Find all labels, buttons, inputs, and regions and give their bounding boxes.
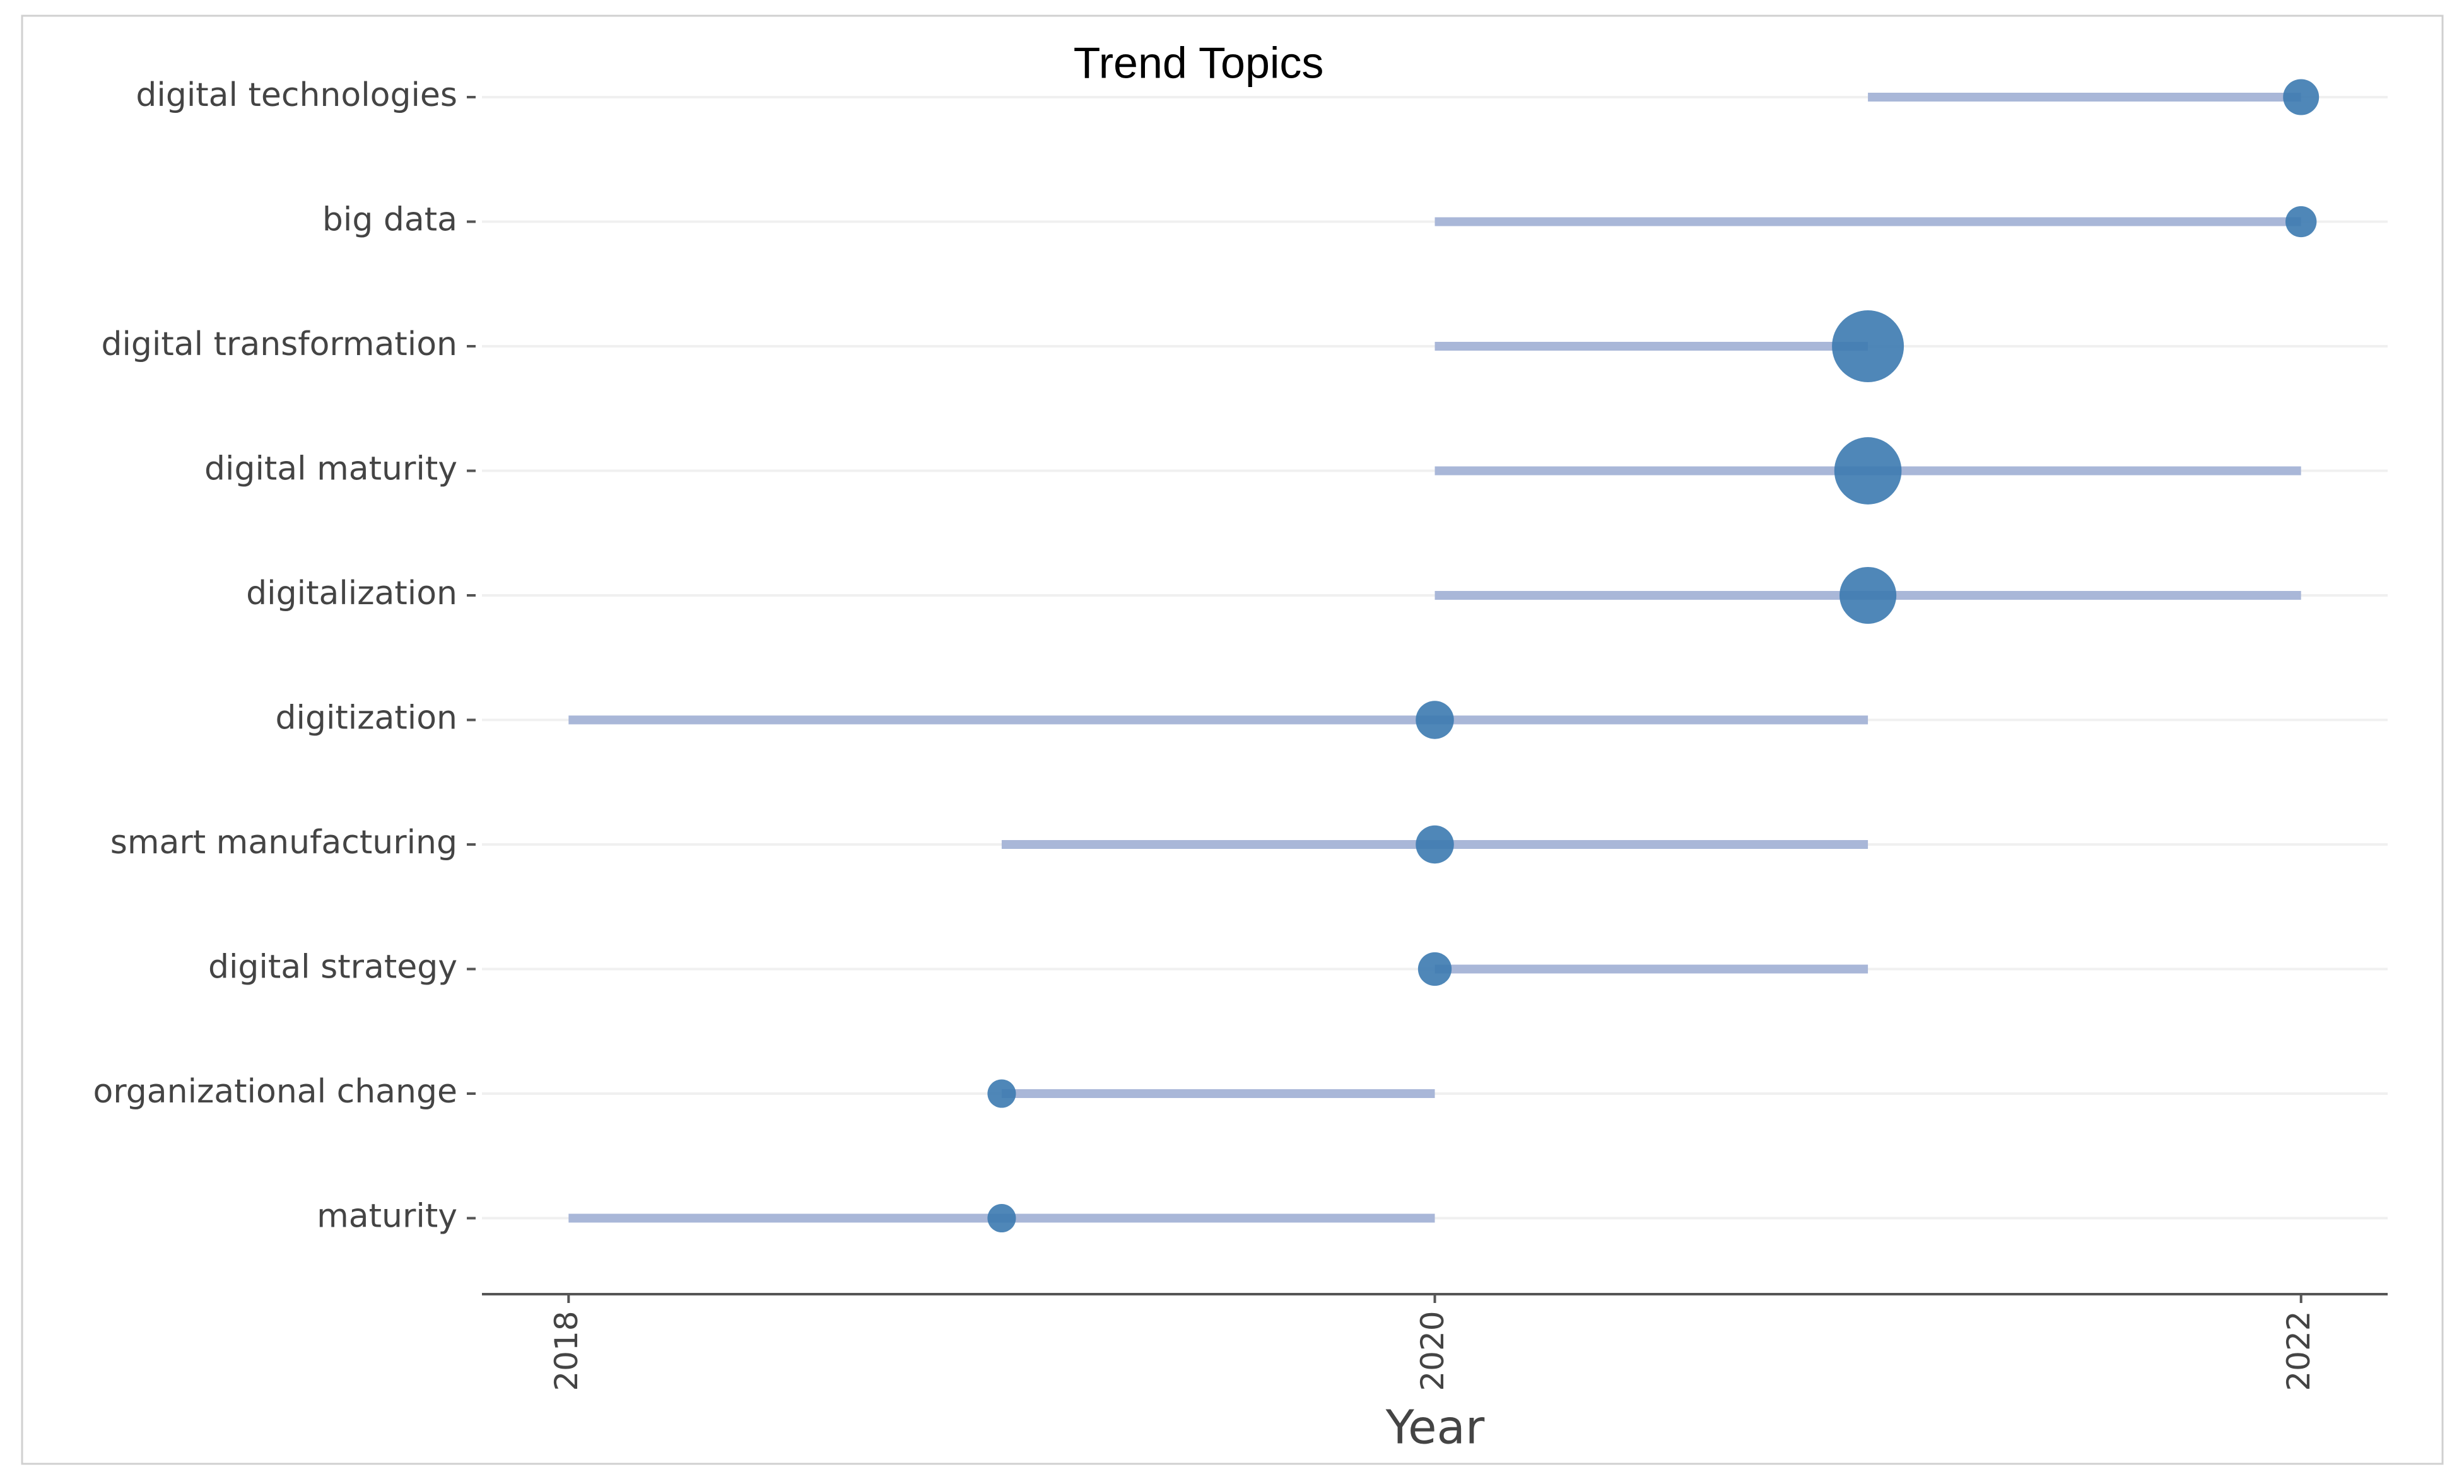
y-tick-label: organizational change bbox=[93, 1073, 457, 1111]
median-dot bbox=[1839, 566, 1897, 624]
y-tick-label: digital strategy bbox=[208, 949, 457, 986]
median-dot bbox=[2283, 79, 2320, 115]
median-dot bbox=[1834, 437, 1902, 505]
median-dot bbox=[1417, 952, 1452, 986]
x-axis-title: Year bbox=[1385, 1401, 1485, 1455]
median-dot bbox=[1832, 310, 1904, 382]
chart-title: Trend Topics bbox=[1074, 38, 1324, 87]
y-tick-label: maturity bbox=[317, 1198, 457, 1236]
median-dot bbox=[1416, 701, 1454, 739]
y-tick-label: smart manufacturing bbox=[110, 824, 457, 862]
y-tick-label: digital transformation bbox=[101, 325, 457, 363]
median-dot bbox=[1416, 825, 1454, 864]
y-tick-label: big data bbox=[322, 201, 457, 239]
median-dot bbox=[2285, 206, 2317, 238]
median-dot bbox=[987, 1203, 1016, 1233]
x-tick-label: 2020 bbox=[1414, 1311, 1451, 1391]
y-tick-label: digital maturity bbox=[204, 450, 457, 488]
x-tick-label: 2022 bbox=[2280, 1311, 2317, 1391]
x-tick-label: 2018 bbox=[548, 1311, 585, 1391]
median-dot bbox=[987, 1079, 1016, 1108]
y-tick-label: digitalization bbox=[246, 575, 457, 612]
y-tick-label: digital technologies bbox=[136, 76, 457, 114]
y-tick-label: digitization bbox=[275, 699, 457, 737]
